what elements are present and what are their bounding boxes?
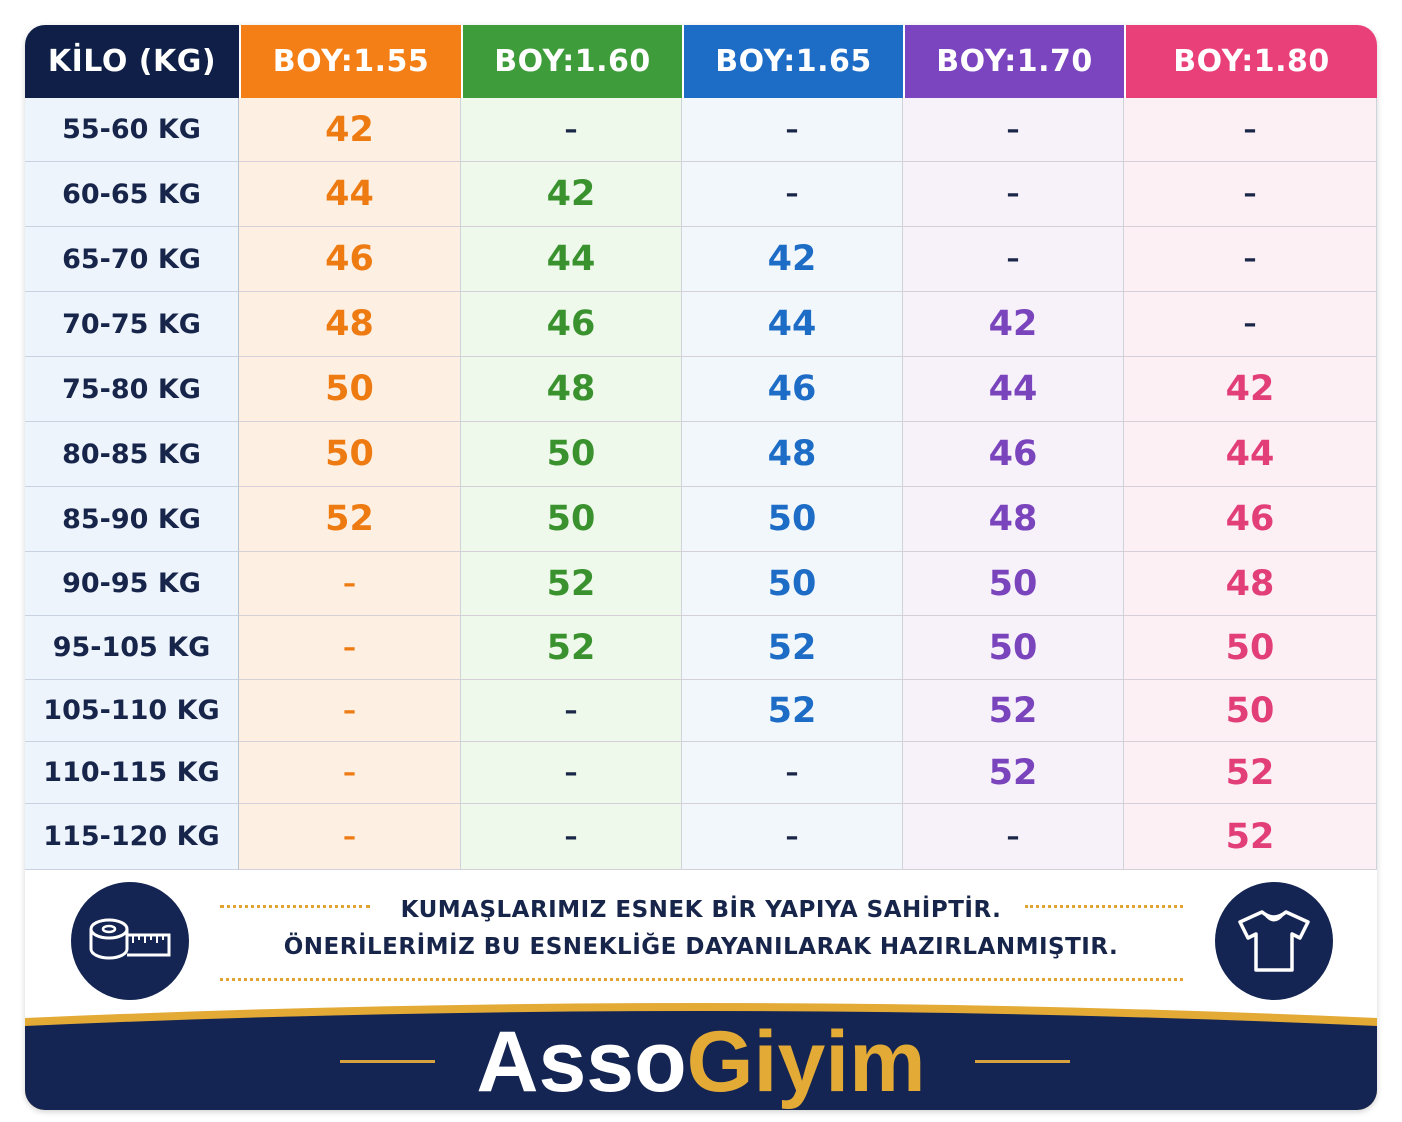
size-cell: 52 <box>1124 804 1377 870</box>
kilo-range: 55-60 KG <box>25 98 239 162</box>
dotted-divider <box>220 978 1183 981</box>
kilo-range: 80-85 KG <box>25 422 239 487</box>
size-cell: – <box>461 680 682 742</box>
size-cell: 52 <box>903 680 1124 742</box>
size-cell: – <box>1124 162 1377 227</box>
size-cell: 52 <box>682 616 903 680</box>
size-cell: – <box>1124 292 1377 357</box>
note-line-2: ÖNERİLERİMİZ BU ESNEKLİĞE DAYANILARAK HA… <box>283 934 1119 960</box>
note-section: KUMAŞLARIMIZ ESNEK BİR YAPIYA SAHİPTİR. … <box>25 870 1377 1010</box>
header-boy-3: BOY:1.65 <box>682 25 903 98</box>
size-cell: 44 <box>682 292 903 357</box>
brand-rule-left <box>340 1060 435 1063</box>
size-cell: 48 <box>1124 552 1377 616</box>
size-cell: 50 <box>903 552 1124 616</box>
size-cell: – <box>239 680 461 742</box>
size-cell: 44 <box>461 227 682 292</box>
size-cell: 46 <box>682 357 903 422</box>
size-cell: 44 <box>239 162 461 227</box>
kilo-range: 105-110 KG <box>25 680 239 742</box>
brand-name-part2: Giyim <box>686 1014 926 1110</box>
size-cell: – <box>239 742 461 804</box>
size-cell: 50 <box>1124 616 1377 680</box>
size-cell: 48 <box>461 357 682 422</box>
kilo-range: 115-120 KG <box>25 804 239 870</box>
size-cell: 42 <box>682 227 903 292</box>
size-cell: 50 <box>903 616 1124 680</box>
size-cell: 52 <box>903 742 1124 804</box>
tshirt-icon <box>1215 882 1333 1000</box>
note-line-1: KUMAŞLARIMIZ ESNEK BİR YAPIYA SAHİPTİR. <box>400 897 1002 923</box>
kilo-range: 110-115 KG <box>25 742 239 804</box>
size-cell: 50 <box>239 422 461 487</box>
header-boy-2: BOY:1.60 <box>461 25 682 98</box>
size-cell: 44 <box>1124 422 1377 487</box>
size-cell: – <box>682 742 903 804</box>
size-cell: 44 <box>903 357 1124 422</box>
dotted-divider <box>1025 905 1183 908</box>
size-cell: 52 <box>461 552 682 616</box>
size-cell: 42 <box>239 98 461 162</box>
size-cell: 50 <box>682 552 903 616</box>
kilo-range: 85-90 KG <box>25 487 239 552</box>
size-cell: – <box>682 162 903 227</box>
size-cell: 48 <box>239 292 461 357</box>
size-cell: 48 <box>903 487 1124 552</box>
size-cell: 52 <box>239 487 461 552</box>
size-cell: – <box>461 804 682 870</box>
kilo-range: 75-80 KG <box>25 357 239 422</box>
size-cell: – <box>903 804 1124 870</box>
kilo-range: 70-75 KG <box>25 292 239 357</box>
size-cell: – <box>239 616 461 680</box>
size-cell: 42 <box>1124 357 1377 422</box>
kilo-range: 95-105 KG <box>25 616 239 680</box>
size-cell: 50 <box>1124 680 1377 742</box>
tape-measure-icon <box>71 882 189 1000</box>
size-cell: 50 <box>461 422 682 487</box>
size-cell: – <box>1124 98 1377 162</box>
brand-banner <box>25 1003 1377 1110</box>
size-cell: – <box>239 804 461 870</box>
size-cell: 52 <box>682 680 903 742</box>
size-cell: – <box>903 227 1124 292</box>
size-chart-card: KİLO (KG) BOY:1.55 BOY:1.60 BOY:1.65 BOY:1.7… <box>25 25 1377 1110</box>
kilo-range: 65-70 KG <box>25 227 239 292</box>
size-cell: – <box>461 742 682 804</box>
size-cell: 48 <box>682 422 903 487</box>
brand-logo: AssoGiyim <box>25 1012 1377 1110</box>
size-cell: 46 <box>903 422 1124 487</box>
size-cell: – <box>1124 227 1377 292</box>
fabric-note: KUMAŞLARIMIZ ESNEK BİR YAPIYA SAHİPTİR. … <box>225 892 1177 966</box>
dotted-divider <box>220 905 370 908</box>
size-cell: 50 <box>461 487 682 552</box>
size-cell: 46 <box>1124 487 1377 552</box>
size-cell: 42 <box>903 292 1124 357</box>
size-cell: 46 <box>239 227 461 292</box>
kilo-range: 90-95 KG <box>25 552 239 616</box>
size-table: KİLO (KG) BOY:1.55 BOY:1.60 BOY:1.65 BOY:1.7… <box>25 25 1377 870</box>
size-cell: – <box>682 804 903 870</box>
size-cell: – <box>461 98 682 162</box>
size-cell: 46 <box>461 292 682 357</box>
size-cell: 52 <box>1124 742 1377 804</box>
size-cell: – <box>239 552 461 616</box>
kilo-range: 60-65 KG <box>25 162 239 227</box>
size-cell: 50 <box>239 357 461 422</box>
size-cell: 50 <box>682 487 903 552</box>
size-cell: 52 <box>461 616 682 680</box>
size-cell: – <box>903 162 1124 227</box>
size-cell: – <box>682 98 903 162</box>
brand-rule-right <box>975 1060 1070 1063</box>
header-kilo: KİLO (KG) <box>25 25 239 98</box>
size-cell: 42 <box>461 162 682 227</box>
size-cell: – <box>903 98 1124 162</box>
header-boy-4: BOY:1.70 <box>903 25 1124 98</box>
header-boy-5: BOY:1.80 <box>1124 25 1377 98</box>
header-boy-1: BOY:1.55 <box>239 25 461 98</box>
brand-name-part1: Asso <box>476 1014 687 1110</box>
